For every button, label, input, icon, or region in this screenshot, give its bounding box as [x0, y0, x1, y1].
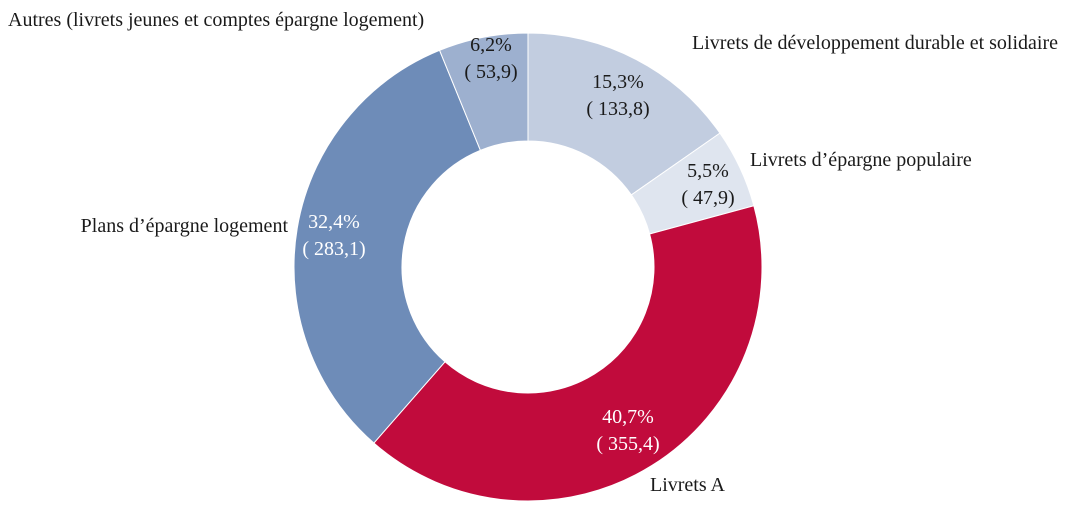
donut-slice-livrets-a: [373, 205, 763, 502]
slice-category-label: Plans d’épargne logement: [81, 215, 289, 237]
slice-percent-label: 5,5%: [687, 160, 729, 182]
donut-slice-autres-livrets-jeunes-et-comptes-epargne-logement: [438, 32, 529, 151]
slice-category-label: Livrets d’épargne populaire: [750, 149, 972, 171]
donut-slice-plans-d-epargne-logement: [293, 49, 482, 444]
slice-category-label: Autres (livrets jeunes et comptes épargn…: [8, 9, 424, 31]
slice-category-label: Livrets de développement durable et soli…: [692, 32, 1058, 54]
slice-percent-label: 32,4%: [308, 211, 360, 233]
slice-percent-label: 15,3%: [592, 71, 644, 93]
donut-slice-livrets-de-developpement-durable-et-solidaire: [527, 32, 721, 196]
slice-value-label: ( 355,4): [596, 433, 659, 455]
slice-percent-label: 40,7%: [602, 406, 654, 428]
slice-value-label: ( 53,9): [464, 61, 517, 83]
slice-category-label: Livrets A: [650, 474, 726, 496]
donut-labels: 15,3% ( 133,8) Livrets de développement du…: [8, 9, 1058, 496]
slice-value-label: ( 133,8): [586, 98, 649, 120]
slice-value-label: ( 283,1): [302, 238, 365, 260]
slice-value-label: ( 47,9): [681, 187, 734, 209]
donut-slices: [293, 32, 763, 502]
slice-percent-label: 6,2%: [470, 34, 512, 56]
